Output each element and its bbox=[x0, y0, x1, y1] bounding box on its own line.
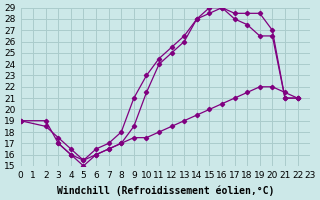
X-axis label: Windchill (Refroidissement éolien,°C): Windchill (Refroidissement éolien,°C) bbox=[57, 185, 274, 196]
